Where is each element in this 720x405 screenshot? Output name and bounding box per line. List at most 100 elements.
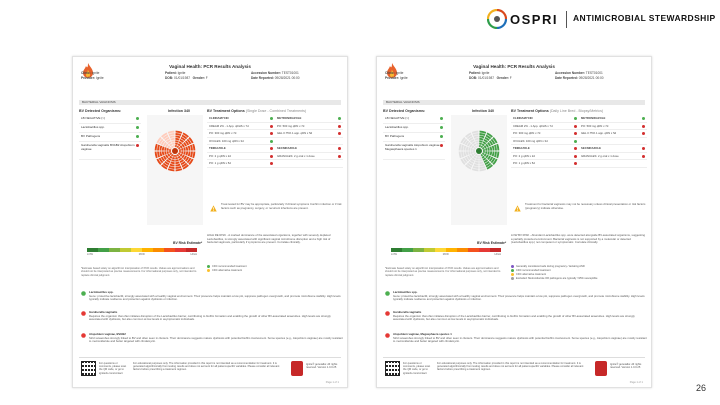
contact-text: For questions or comments, please scan t… xyxy=(403,362,431,375)
copyright-text: Ignite® genetalks: All rights reserved. … xyxy=(306,363,338,370)
status-dot-icon xyxy=(574,139,577,143)
gauge-segment xyxy=(463,151,467,157)
organism-description: Lactobacillus spp. Gene: protective lacto… xyxy=(81,290,343,302)
alert-icon xyxy=(385,311,390,316)
gauge-segment xyxy=(185,146,189,151)
gauge-segment xyxy=(154,143,158,151)
gauge-segment xyxy=(465,132,472,138)
risk-scale-bar xyxy=(391,248,501,252)
treatment-row: CLINDAMYCIN METRONIDAZOLE xyxy=(207,115,343,123)
status-dot-icon xyxy=(338,124,341,128)
status-dot-icon xyxy=(270,124,273,128)
status-dot-icon xyxy=(440,126,443,129)
gauge-segment xyxy=(180,160,186,166)
status-dot-icon xyxy=(136,144,139,147)
gauge-segment xyxy=(479,135,485,139)
gender-value: F xyxy=(509,76,512,80)
gauge-segment xyxy=(485,134,492,140)
gauge-segment xyxy=(164,151,167,155)
gauge-segment xyxy=(492,158,498,165)
gauge-segment xyxy=(466,162,473,168)
infection-radial-chart xyxy=(458,130,500,172)
gauge-segment xyxy=(169,146,173,150)
status-dot-icon xyxy=(642,117,645,120)
treatment-cell: GEL 0.75% 1 app. qDN x 5d xyxy=(275,130,343,137)
gauge-segment xyxy=(183,151,186,155)
gauge-segment xyxy=(180,136,186,142)
status-dot-icon xyxy=(574,154,577,158)
report-meta-clinic: Clinic: Ignite Provider: Ignite xyxy=(385,71,408,80)
report-meta-patient: Patient: Ignite DOB: 01/01/1987 Gender: … xyxy=(469,71,512,80)
treatment-row: PO: 2 g qDN x 2d GRANULES: 2 g oral x 1 d… xyxy=(511,153,647,160)
gauge-segment xyxy=(483,153,487,157)
treatment-cell: GRANULES: 2 g oral x 1 dose xyxy=(275,153,343,160)
dob-value: 01/01/1987 xyxy=(174,76,190,80)
treatment-cell: SECNIDAZOLE xyxy=(275,145,343,152)
section-bar: BACTERIAL VAGINOSIS xyxy=(383,100,645,105)
qr-code-icon[interactable] xyxy=(81,361,96,376)
treatment-row: CREAM 2% - 1 App. qDHS x 7d PO: 500 mg qD… xyxy=(207,123,343,130)
gauge-segment xyxy=(460,158,466,165)
ignite-badge-icon xyxy=(291,361,303,376)
treatment-cell: CREAM 2% - 1 App. qDHS x 7d xyxy=(207,123,275,130)
status-dot-icon xyxy=(338,132,341,135)
gauge-segment xyxy=(496,151,500,159)
gauge-segment xyxy=(169,135,175,139)
treatment-note: Treatment for bacterial vaginosis may no… xyxy=(511,202,647,225)
gauge-segment xyxy=(479,159,483,162)
risk-scale-labels: LOW MOD HIGH xyxy=(87,253,197,256)
gauge-segment xyxy=(469,143,473,148)
qr-code-icon[interactable] xyxy=(385,361,400,376)
status-dot-icon xyxy=(440,144,443,147)
treatment-row: PO: 300 mg qDN x 7d GEL 0.75% 1 app. qDN … xyxy=(511,130,647,138)
gauge-segment xyxy=(473,135,479,139)
gauge-segment xyxy=(458,143,462,151)
gauge-segment xyxy=(489,151,493,156)
treatment-cell: PO: 500 mg qDN x 7d xyxy=(579,123,647,130)
gauge-segment xyxy=(474,153,478,157)
gauge-segment xyxy=(479,163,485,167)
gauge-segment xyxy=(182,164,189,170)
report-title: Vaginal Health: PCR Results Analysis xyxy=(169,64,251,69)
status-dot-icon xyxy=(270,132,273,135)
risk-scale-labels: LOW MOD HIGH xyxy=(391,253,501,256)
gauge-segment xyxy=(169,163,175,167)
provider-value: Ignite xyxy=(399,76,408,80)
gauge-segment xyxy=(479,165,486,169)
gauge-segment xyxy=(479,133,486,137)
gauge-segment xyxy=(462,138,468,145)
treatment-cell: CLINDAMYCIN xyxy=(511,115,579,122)
gauge-segment xyxy=(469,159,475,163)
gauge-segment xyxy=(491,151,495,157)
gauge-segment xyxy=(179,159,185,163)
status-dot-icon xyxy=(642,154,645,158)
treatment-cell: TINIDAZOLE xyxy=(511,145,579,152)
report-meta-clinic: Clinic: Ignite Provider: Ignite xyxy=(81,71,104,80)
status-dot-icon xyxy=(270,117,273,120)
gauge-segment xyxy=(485,154,489,159)
organism-row: Gardnerella vaginalis Atopobium vaginae … xyxy=(383,142,445,160)
organism-list: LB NEGATIVE (>) Lactobacillus spp. BV Pa… xyxy=(79,115,141,160)
treatment-row: PO: 2 g qDN x 2d GRANULES: 2 g oral x 1 d… xyxy=(207,153,343,160)
treatment-row: OVULES: 100 mg qDN x 3d xyxy=(511,138,647,145)
organisms-header: BV Detected Organisms: xyxy=(79,109,122,113)
gauge-segment xyxy=(175,140,179,143)
gauge-segment xyxy=(165,154,169,159)
ignite-flame-icon xyxy=(83,63,93,78)
gauge-segment xyxy=(167,145,171,149)
gauge-segment xyxy=(178,141,183,145)
provider-value: Ignite xyxy=(95,76,104,80)
gauge-segment xyxy=(162,162,169,168)
organism-row: LB NEGATIVE (>) xyxy=(383,115,445,124)
gauge-segment xyxy=(159,151,163,157)
report-footer: For questions or comments, please scan t… xyxy=(383,357,645,379)
infection-gauge xyxy=(451,115,507,225)
treatment-cell xyxy=(275,138,343,145)
gauge-segment xyxy=(185,151,189,156)
infection-header: Infection 340 xyxy=(168,109,190,113)
patient-value: Ignite xyxy=(481,71,490,75)
treatment-cell: METRONIDAZOLE xyxy=(275,115,343,122)
check-icon xyxy=(385,291,390,296)
treatment-cell xyxy=(275,160,343,167)
gauge-segment xyxy=(158,157,164,164)
